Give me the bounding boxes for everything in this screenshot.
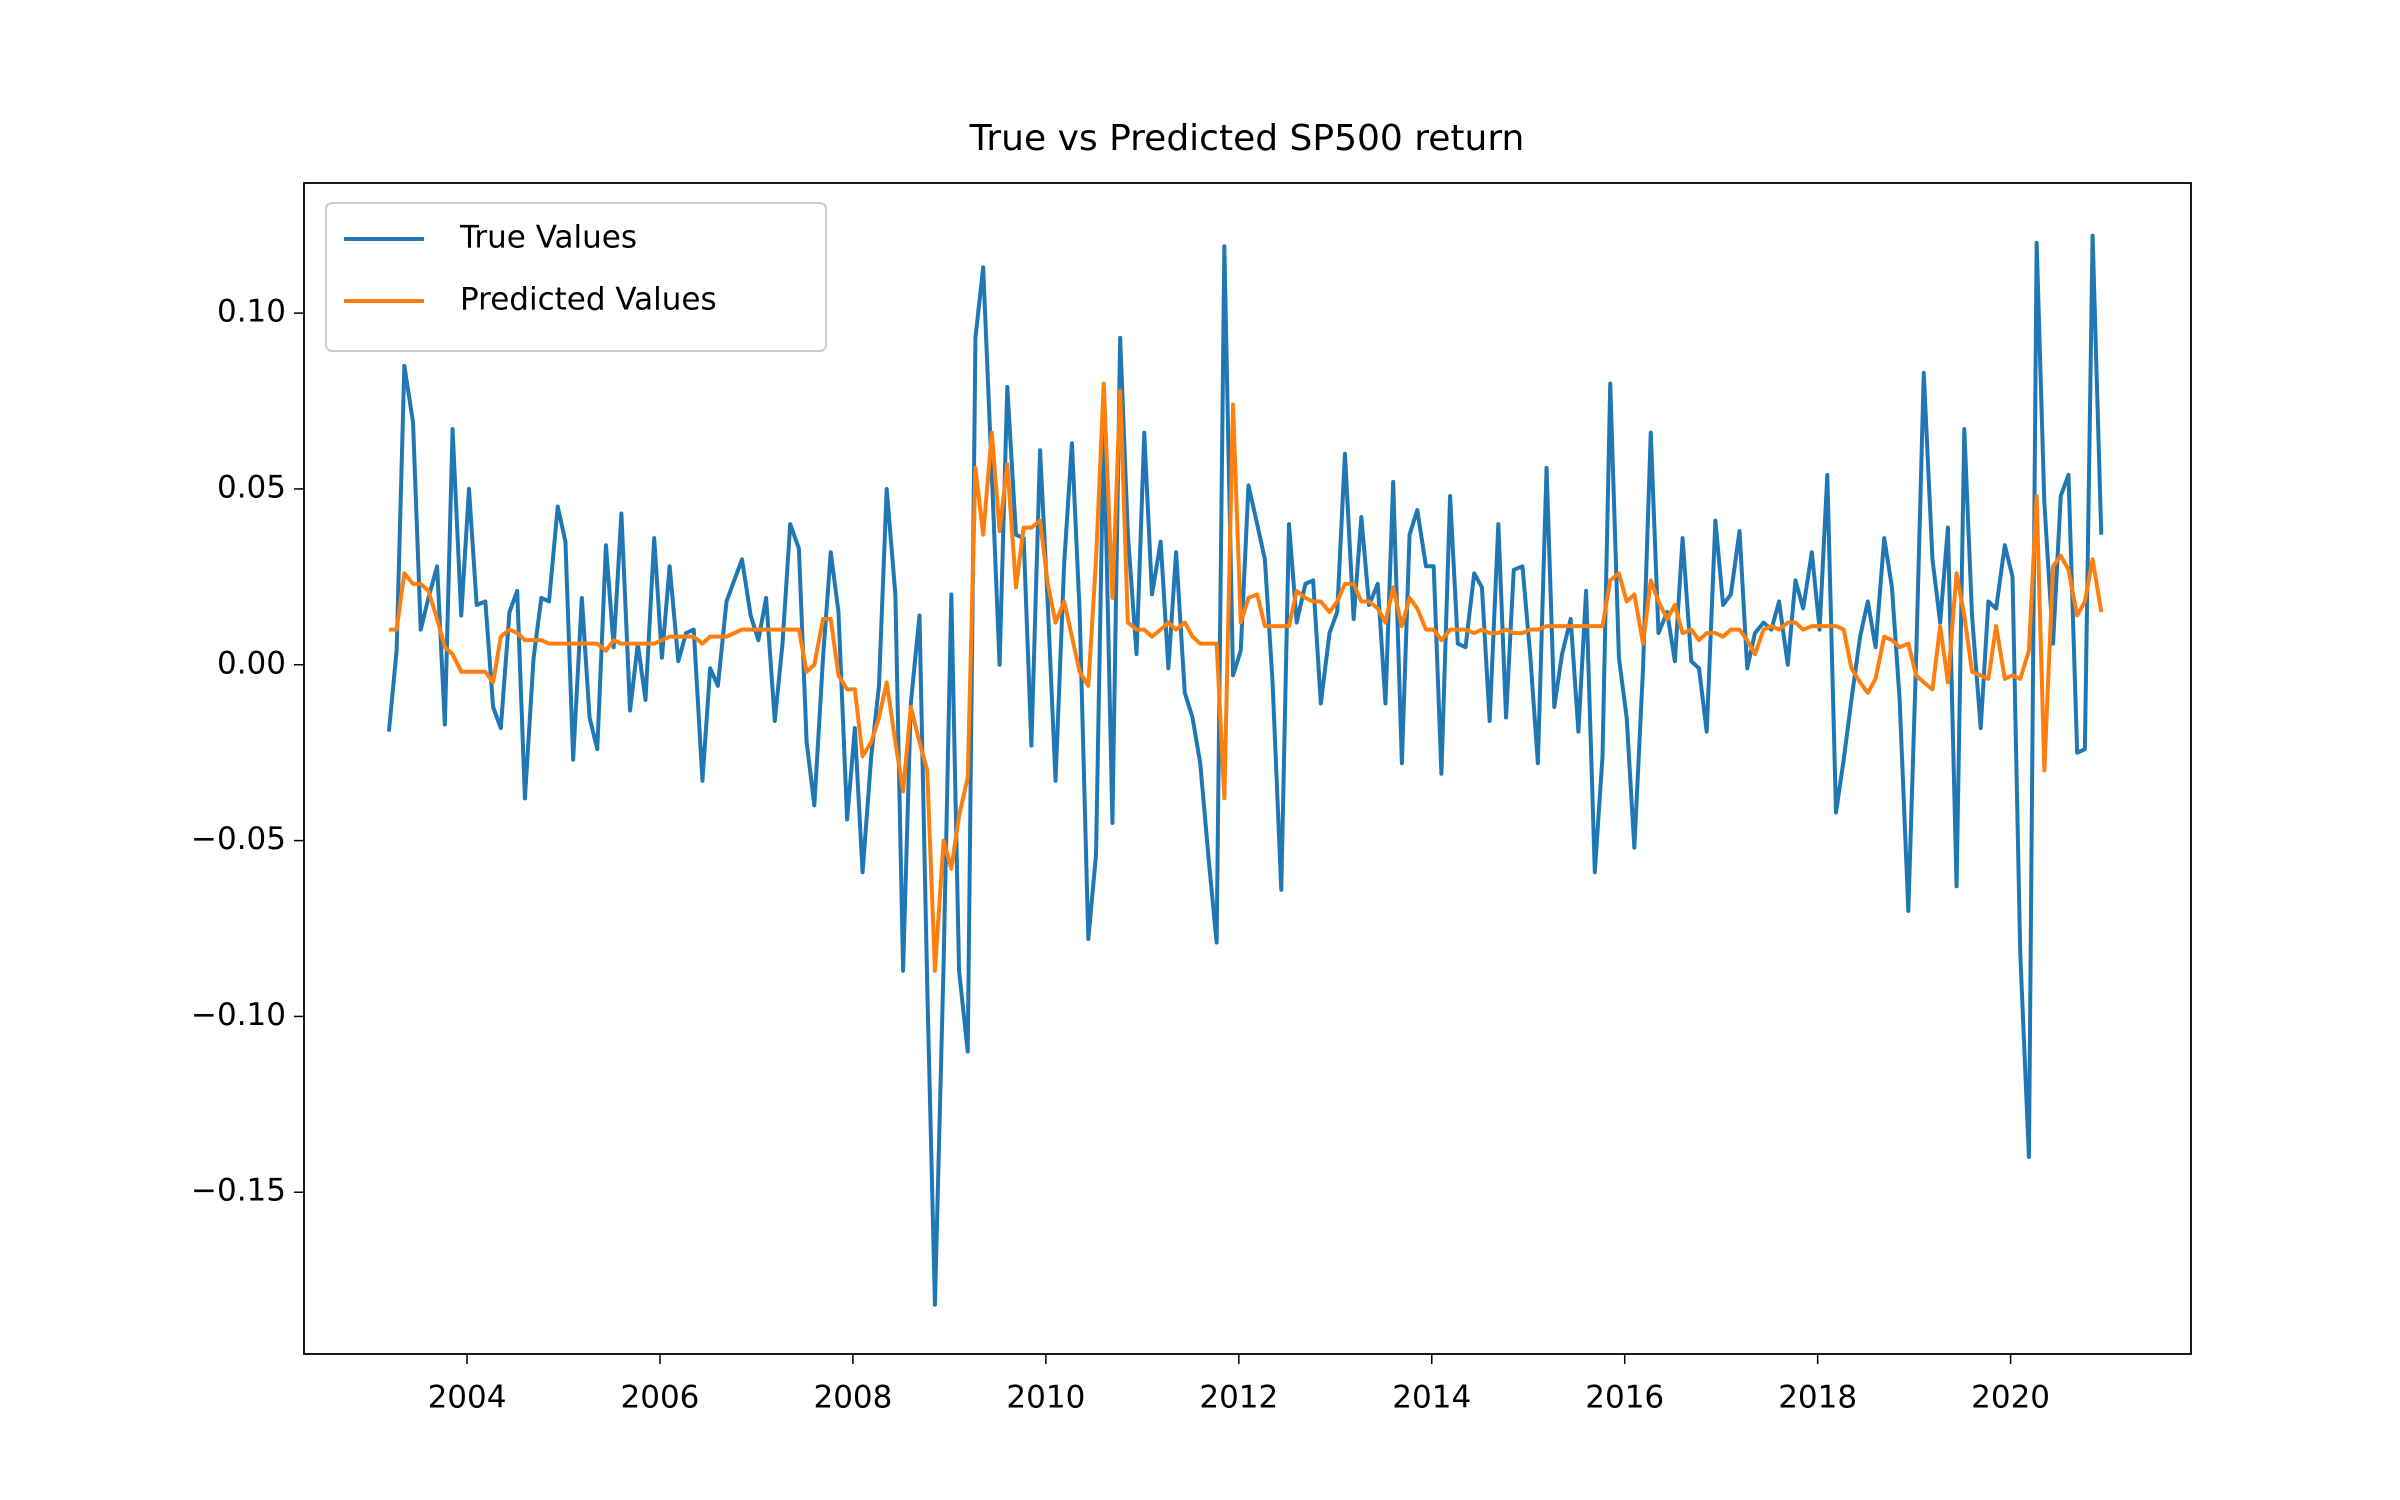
y-tick-label: 0.05: [217, 469, 286, 505]
x-tick-label: 2004: [428, 1380, 507, 1416]
legend-label: True Values: [459, 220, 637, 256]
legend-box: [325, 202, 827, 352]
x-tick-label: 2008: [813, 1380, 892, 1416]
x-tick-label: 2016: [1585, 1380, 1664, 1416]
x-tick-label: 2006: [621, 1380, 700, 1416]
data-line: [388, 381, 2104, 973]
x-tick-label: 2020: [1971, 1380, 2050, 1416]
x-tick-label: 2010: [1006, 1380, 1085, 1416]
x-tick-label: 2012: [1199, 1380, 1278, 1416]
y-tick-label: −0.15: [191, 1173, 286, 1209]
y-tick-label: 0.10: [217, 294, 286, 330]
data-line: [386, 233, 2104, 1307]
legend-label: Predicted Values: [460, 282, 717, 318]
plot-frame: [303, 182, 2192, 1355]
x-tick-label: 2014: [1392, 1380, 1471, 1416]
y-tick-label: −0.10: [191, 997, 286, 1033]
y-tick-label: −0.05: [191, 821, 286, 857]
chart-title: True vs Predicted SP500 return: [969, 118, 1525, 159]
x-tick-label: 2018: [1778, 1380, 1857, 1416]
y-tick-label: 0.00: [217, 645, 286, 681]
